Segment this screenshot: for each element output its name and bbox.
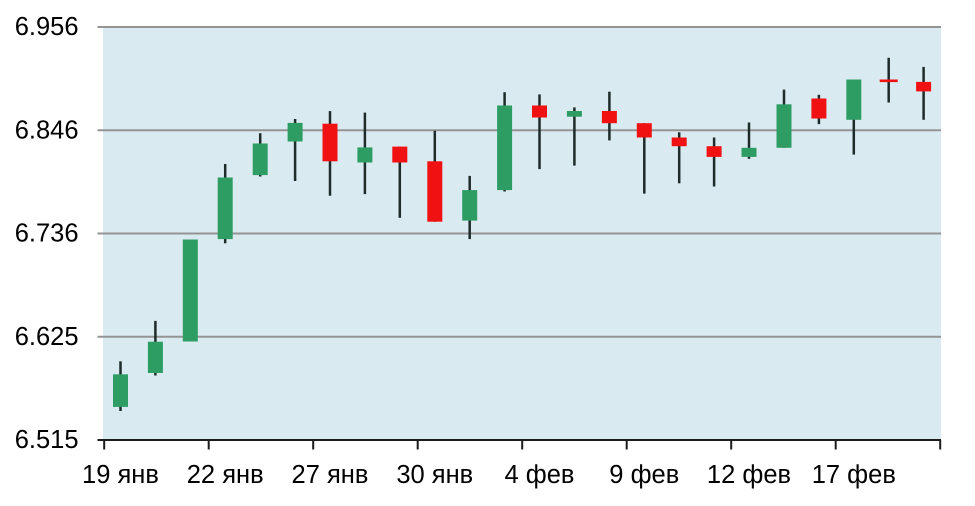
svg-text:9 фев: 9 фев — [609, 461, 679, 489]
svg-text:6.625: 6.625 — [15, 323, 79, 351]
svg-text:6.515: 6.515 — [15, 426, 79, 454]
svg-text:6.846: 6.846 — [15, 116, 79, 144]
svg-text:30 янв: 30 янв — [396, 461, 473, 489]
svg-text:27 янв: 27 янв — [292, 461, 369, 489]
svg-text:6.956: 6.956 — [15, 13, 79, 41]
svg-text:17 фев: 17 фев — [812, 461, 896, 489]
svg-text:19 янв: 19 янв — [82, 461, 159, 489]
svg-text:4 фев: 4 фев — [505, 461, 575, 489]
svg-text:6.736: 6.736 — [15, 220, 79, 248]
svg-text:12 фев: 12 фев — [707, 461, 791, 489]
svg-text:22 янв: 22 янв — [187, 461, 264, 489]
